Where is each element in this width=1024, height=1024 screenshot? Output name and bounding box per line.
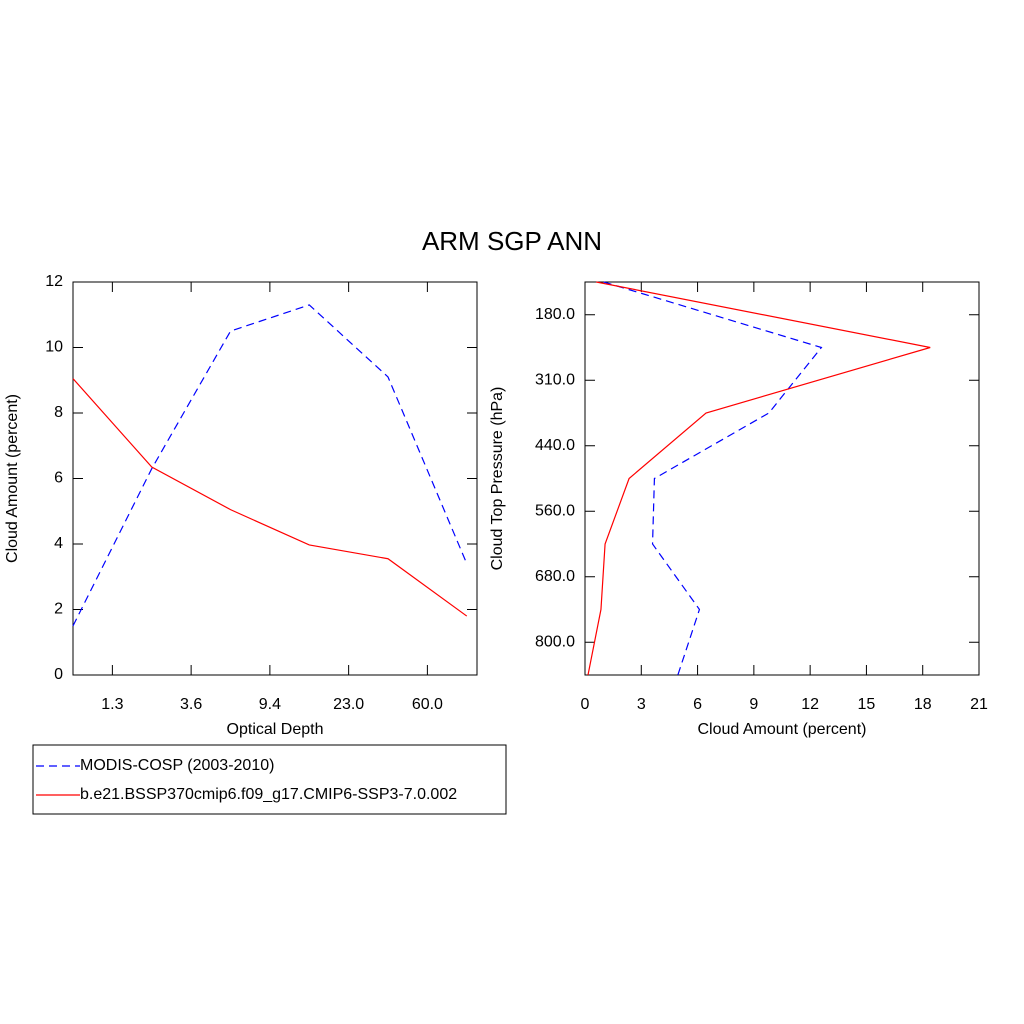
- x-tick-label: 21: [970, 696, 988, 713]
- x-tick-label: 9.4: [259, 696, 281, 713]
- y-tick-label: 2: [54, 601, 63, 618]
- x-tick-label: 0: [581, 696, 590, 713]
- x-tick-label: 23.0: [333, 696, 364, 713]
- y-tick-label: 440.0: [535, 437, 575, 454]
- y-tick-label: 4: [54, 535, 63, 552]
- data-line: [587, 281, 931, 676]
- y-tick-label: 8: [54, 404, 63, 421]
- y-tick-label: 6: [54, 470, 63, 487]
- data-line: [72, 304, 468, 627]
- x-tick-label: 15: [858, 696, 876, 713]
- legend-box: [32, 744, 507, 815]
- y-axis-label: Cloud Top Pressure (hPa): [489, 387, 506, 571]
- y-tick-label: 180.0: [535, 306, 575, 323]
- legend-label: b.e21.BSSP370cmip6.f09_g17.CMIP6-SSP3-7.…: [80, 786, 457, 803]
- x-tick-label: 3: [637, 696, 646, 713]
- x-tick-label: 18: [914, 696, 932, 713]
- data-line: [603, 281, 823, 676]
- x-tick-label: 60.0: [412, 696, 443, 713]
- y-tick-label: 0: [54, 666, 63, 683]
- y-tick-label: 12: [45, 273, 63, 290]
- x-tick-label: 6: [693, 696, 702, 713]
- x-tick-label: 9: [749, 696, 758, 713]
- x-tick-label: 1.3: [101, 696, 123, 713]
- y-tick-label: 10: [45, 339, 63, 356]
- x-axis-label: Optical Depth: [227, 721, 324, 738]
- legend-label: MODIS-COSP (2003-2010): [80, 757, 274, 774]
- y-axis-label: Cloud Amount (percent): [4, 394, 21, 563]
- y-tick-label: 800.0: [535, 633, 575, 650]
- figure-title: ARM SGP ANN: [422, 226, 602, 256]
- x-axis-label: Cloud Amount (percent): [698, 721, 867, 738]
- y-tick-label: 310.0: [535, 371, 575, 388]
- x-tick-label: 3.6: [180, 696, 202, 713]
- y-tick-label: 680.0: [535, 568, 575, 585]
- plot-frame: [584, 281, 980, 676]
- x-tick-label: 12: [801, 696, 819, 713]
- y-tick-label: 560.0: [535, 502, 575, 519]
- data-line: [72, 378, 468, 617]
